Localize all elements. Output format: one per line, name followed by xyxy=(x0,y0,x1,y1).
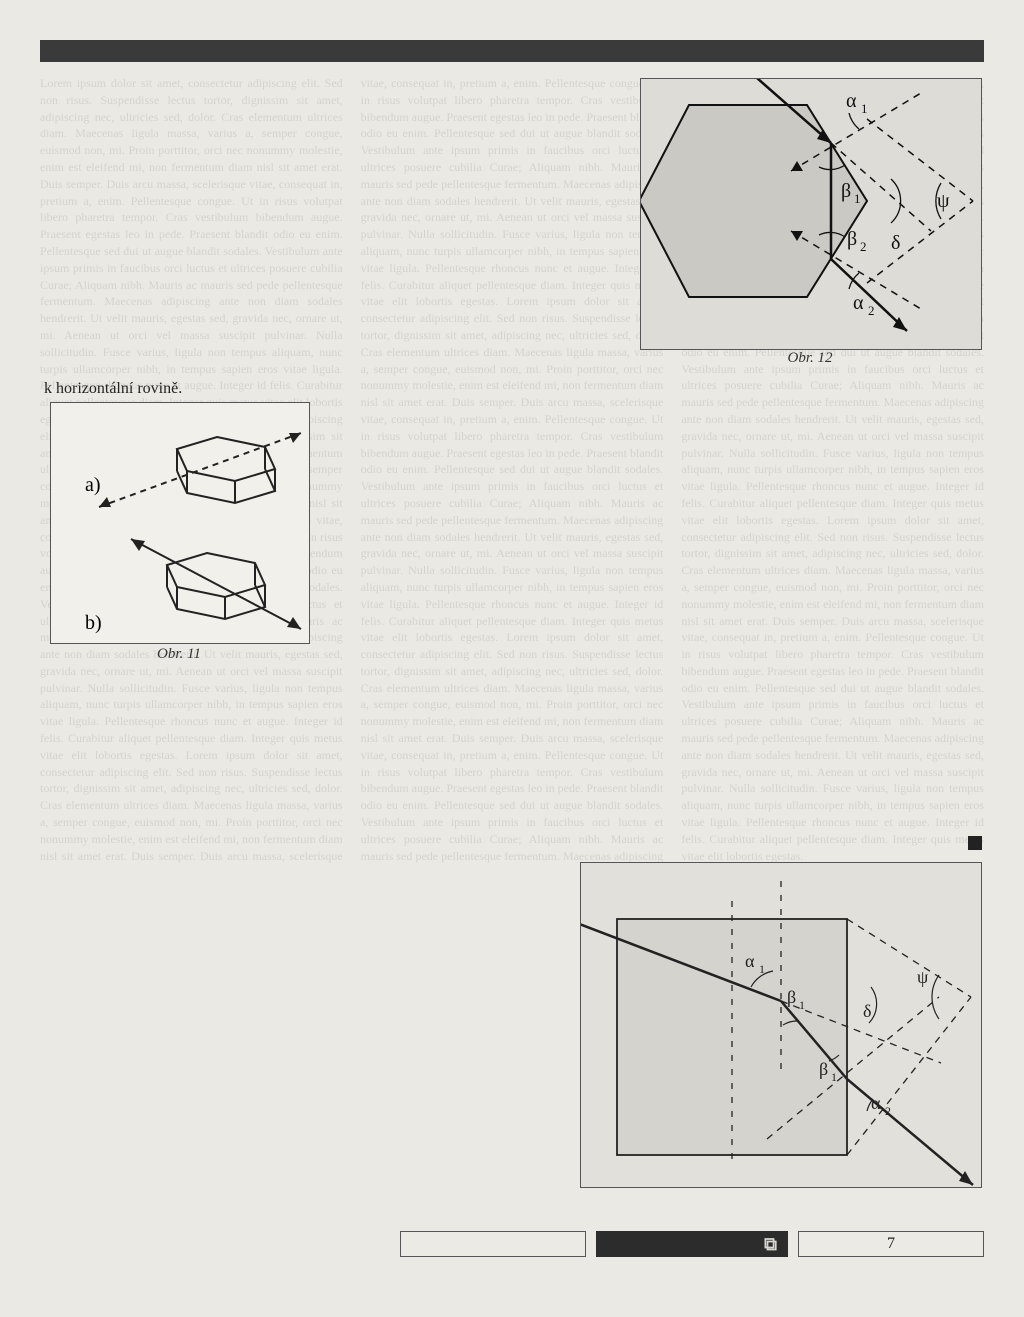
filler-text: Lorem ipsum dolor sit amet, consectetur … xyxy=(681,513,984,863)
fig12-label-beta2: β xyxy=(847,228,857,250)
fig13-wedge-top xyxy=(847,919,971,997)
fig12-wedge-bot xyxy=(867,201,973,283)
text-snippet: k horizontální rovině. xyxy=(44,380,182,398)
figure-13: α1 β1 β1 α2 ψ δ xyxy=(580,862,982,1188)
fig13-ray-out-head xyxy=(959,1171,973,1185)
svg-text:2: 2 xyxy=(860,239,867,254)
fig12-label-delta: δ xyxy=(891,232,900,254)
fig11-b-prism xyxy=(167,553,265,619)
fig11-a-arrowtail xyxy=(99,497,111,507)
svg-text:1: 1 xyxy=(854,191,861,206)
figure-12-svg: α1 β1 β2 α2 ψ δ xyxy=(641,79,981,349)
header-rule xyxy=(40,40,984,62)
fig11-a-arrowhead xyxy=(289,433,301,443)
figure-11-svg: a) b) xyxy=(51,403,309,643)
page: Lorem ipsum dolor sit amet, consectetur … xyxy=(0,0,1024,1317)
svg-text:1: 1 xyxy=(831,1070,837,1084)
figure-13-svg: α1 β1 β1 α2 ψ δ xyxy=(581,863,981,1187)
svg-text:1: 1 xyxy=(759,962,765,976)
fig12-label-alpha1: α xyxy=(846,90,857,112)
figure-11-caption: Obr. 11 xyxy=(50,646,308,663)
footer: ⧉ 7 xyxy=(400,1231,984,1257)
svg-text:2: 2 xyxy=(885,1104,891,1118)
fig11-label-b: b) xyxy=(85,612,102,634)
fig12-label-psi: ψ xyxy=(937,190,950,212)
filler-text: Lorem ipsum dolor sit amet, consectetur … xyxy=(40,76,343,426)
figure-11: a) b) xyxy=(50,402,310,644)
fig12-hexagon xyxy=(641,105,867,297)
footer-glyph-icon: ⧉ xyxy=(764,1234,777,1255)
fig11-label-a: a) xyxy=(85,474,101,496)
fig13-label-beta1b: β xyxy=(819,1059,828,1079)
fig12-label-beta1: β xyxy=(841,180,851,202)
footer-box-dark: ⧉ xyxy=(596,1231,788,1257)
footer-box-left xyxy=(400,1231,586,1257)
fig13-label-alpha1: α xyxy=(745,951,755,971)
fig13-label-psi: ψ xyxy=(917,967,929,987)
fig12-ray-out xyxy=(831,259,907,331)
svg-text:1: 1 xyxy=(799,998,805,1012)
fig12-label-alpha2: α xyxy=(853,292,864,314)
end-square-icon xyxy=(968,836,982,850)
fig13-label-alpha2: α xyxy=(871,1093,881,1113)
figure-12: α1 β1 β2 α2 ψ δ xyxy=(640,78,982,350)
fig13-ray-out xyxy=(847,1079,973,1185)
page-number: 7 xyxy=(798,1231,984,1257)
fig13-label-beta1a: β xyxy=(787,987,796,1007)
svg-text:2: 2 xyxy=(868,303,875,318)
figure-12-caption: Obr. 12 xyxy=(640,350,980,367)
svg-text:1: 1 xyxy=(861,101,868,116)
fig11-a-prism xyxy=(177,437,275,503)
fig13-label-delta: δ xyxy=(863,1001,871,1021)
filler-text: Lorem ipsum dolor sit amet, consectetur … xyxy=(361,294,664,644)
fig11-b-arrow xyxy=(131,539,301,629)
